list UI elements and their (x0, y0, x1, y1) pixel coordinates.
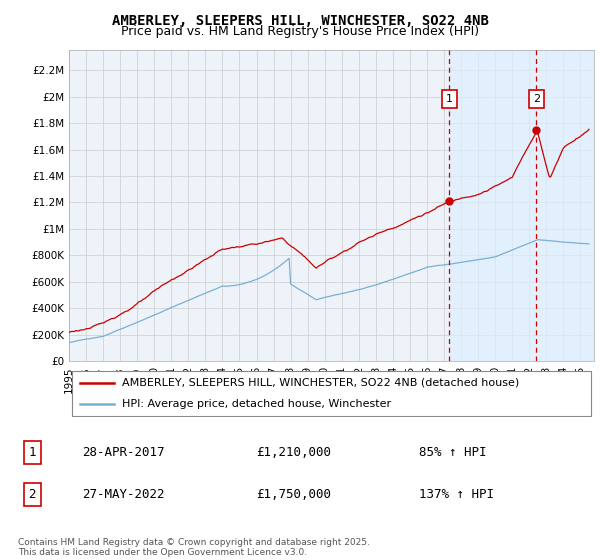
Text: Price paid vs. HM Land Registry's House Price Index (HPI): Price paid vs. HM Land Registry's House … (121, 25, 479, 39)
Text: 85% ↑ HPI: 85% ↑ HPI (419, 446, 487, 459)
Text: Contains HM Land Registry data © Crown copyright and database right 2025.
This d: Contains HM Land Registry data © Crown c… (18, 538, 370, 557)
Text: AMBERLEY, SLEEPERS HILL, WINCHESTER, SO22 4NB: AMBERLEY, SLEEPERS HILL, WINCHESTER, SO2… (112, 14, 488, 28)
Text: 2: 2 (29, 488, 36, 501)
Text: 28-APR-2017: 28-APR-2017 (82, 446, 164, 459)
Text: AMBERLEY, SLEEPERS HILL, WINCHESTER, SO22 4NB (detached house): AMBERLEY, SLEEPERS HILL, WINCHESTER, SO2… (121, 378, 519, 388)
Bar (449, 50, 594, 361)
Text: 27-MAY-2022: 27-MAY-2022 (82, 488, 164, 501)
Text: 1: 1 (29, 446, 36, 459)
Text: 2: 2 (533, 94, 540, 104)
Text: 1: 1 (446, 94, 453, 104)
FancyBboxPatch shape (71, 371, 592, 416)
Text: 137% ↑ HPI: 137% ↑ HPI (419, 488, 494, 501)
Text: £1,210,000: £1,210,000 (256, 446, 331, 459)
Text: £1,750,000: £1,750,000 (256, 488, 331, 501)
Text: HPI: Average price, detached house, Winchester: HPI: Average price, detached house, Winc… (121, 399, 391, 409)
